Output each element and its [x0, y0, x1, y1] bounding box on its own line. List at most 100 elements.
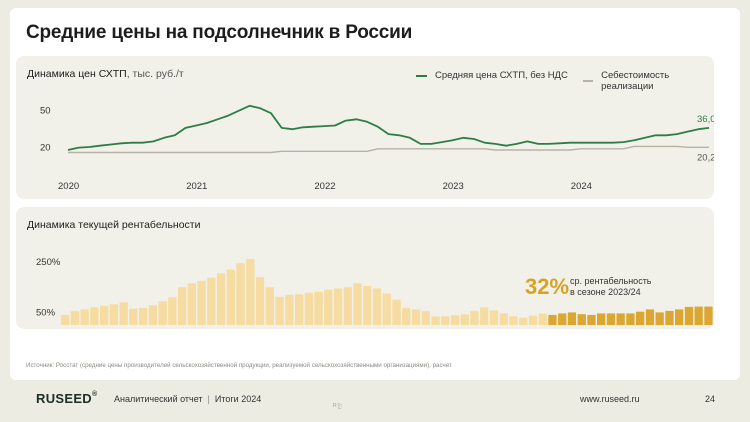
x-tick-label: 2024 [571, 181, 592, 192]
profitability-bar [246, 259, 255, 325]
profitability-bar [675, 309, 684, 325]
x-tick-label: 2021 [186, 181, 207, 192]
profitability-bar [343, 287, 352, 325]
profitability-bar [236, 263, 245, 325]
profitability-bar [684, 306, 694, 325]
profitability-bar [441, 316, 450, 325]
profitability-bar [597, 313, 606, 325]
profitability-bar [294, 294, 304, 325]
price-chart-panel: Динамика цен СХТП, тыс. руб./т Средняя ц… [16, 56, 714, 199]
profitability-bar [509, 316, 518, 325]
price-chart-unit: , тыс. руб./т [126, 68, 184, 80]
profitability-bar [275, 296, 284, 325]
profitability-bar [148, 305, 157, 325]
brand-logo[interactable]: RUSEED® [36, 391, 97, 406]
profitability-bar [265, 287, 274, 325]
profitability-bar [207, 277, 216, 325]
profitability-bar [616, 313, 625, 325]
avg-profitability-caption-line1: ср. рентабельность [570, 276, 652, 286]
profitability-bar [129, 308, 138, 325]
y-tick-label: 250% [36, 257, 61, 268]
profitability-bar [538, 313, 547, 325]
profitability-bar [480, 307, 489, 325]
avg-profitability-value: 32% [525, 274, 570, 299]
profitability-bar [519, 317, 528, 325]
source-note: Источник: Росстат (средние цены производ… [26, 362, 452, 369]
avg-profitability-caption: ср. рентабельность в сезоне 2023/24 [570, 276, 652, 298]
profitability-bar [704, 306, 713, 325]
price-series-line [67, 104, 710, 151]
price-chart-title: Динамика цен СХТП, тыс. руб./т [27, 68, 184, 80]
profitability-bar [528, 315, 538, 325]
avg-profitability-caption-line2: в сезоне 2023/24 [570, 287, 641, 297]
profitability-bar [324, 289, 333, 325]
profitability-bar [80, 309, 89, 325]
profitability-bar [178, 287, 187, 325]
profitability-chart-title: Динамика текущей рентабельности [27, 219, 201, 231]
profitability-bar [363, 286, 372, 325]
profitability-bar [168, 297, 177, 325]
profitability-bar [109, 304, 118, 325]
legend-cost-swatch [583, 80, 594, 82]
profitability-bar [460, 314, 469, 325]
profitability-bar [216, 273, 226, 325]
profitability-bar [61, 314, 70, 325]
footer-url-link[interactable]: www.ruseed.ru [580, 394, 640, 404]
legend-price-swatch [416, 74, 427, 77]
legend-price-label: Средняя цена СХТП, без НДС [435, 70, 568, 81]
legend-cost: Себестоимость реализации [583, 70, 714, 92]
cost-end-label: 20,2 [697, 152, 714, 163]
profitability-bar [70, 311, 79, 325]
profitability-bar [285, 294, 294, 325]
profitability-bar [411, 309, 421, 325]
page-title: Средние цены на подсолнечник в России [26, 22, 413, 43]
y-tick-label: 20 [40, 143, 51, 154]
y-tick-label: 50 [40, 106, 51, 117]
y-tick-label: 50% [36, 307, 56, 318]
page-number: 24 [705, 394, 716, 404]
footer-report-info: Аналитический отчет | Итоги 2024 [114, 394, 261, 404]
profitability-bar [548, 314, 557, 325]
profitability-bar [333, 288, 343, 325]
profitability-bar [119, 302, 128, 325]
profitability-bar [158, 301, 167, 325]
profitability-bar [567, 312, 577, 325]
brand-registered-mark: ® [91, 391, 98, 398]
profitability-bar [382, 293, 391, 325]
profitability-bar [577, 314, 586, 325]
profitability-bar [636, 311, 645, 325]
profitability-bar [665, 310, 674, 325]
profitability-bar [139, 307, 148, 325]
profitability-bar [499, 313, 508, 325]
profitability-bar [197, 280, 206, 325]
profitability-bar [431, 316, 440, 325]
profitability-bar [694, 306, 703, 325]
profitability-bar [402, 307, 411, 325]
profitability-bar [314, 291, 323, 325]
profitability-bar [587, 314, 596, 325]
profitability-bar [655, 312, 664, 325]
profitability-bar [558, 313, 567, 325]
profitability-bar [421, 311, 430, 325]
price-chart-title-text: Динамика цен СХТП [27, 68, 127, 80]
profitability-bar [304, 292, 313, 325]
profitability-bar [606, 313, 616, 325]
profitability-bar [626, 313, 635, 325]
footer-separator: | [207, 394, 210, 404]
profitability-bar [489, 310, 499, 325]
x-tick-label: 2020 [58, 181, 79, 192]
price-end-label: 36,0 [697, 114, 714, 125]
profitability-bar [226, 269, 235, 325]
profitability-bar [255, 277, 265, 325]
x-tick-label: 2023 [443, 181, 464, 192]
brand-logo-text: RUSEED [36, 391, 92, 406]
legend-price: Средняя цена СХТП, без НДС [416, 70, 568, 81]
profitability-bar [187, 283, 196, 325]
profitability-bar [450, 315, 460, 325]
profitability-bar [353, 283, 362, 325]
profitability-chart-panel: Динамика текущей рентабельности 250%50%2… [16, 207, 714, 329]
footer-watermark-icon: ᴿ𝔇 [333, 402, 343, 411]
profitability-bar [470, 310, 479, 325]
profitability-bar [645, 309, 655, 325]
